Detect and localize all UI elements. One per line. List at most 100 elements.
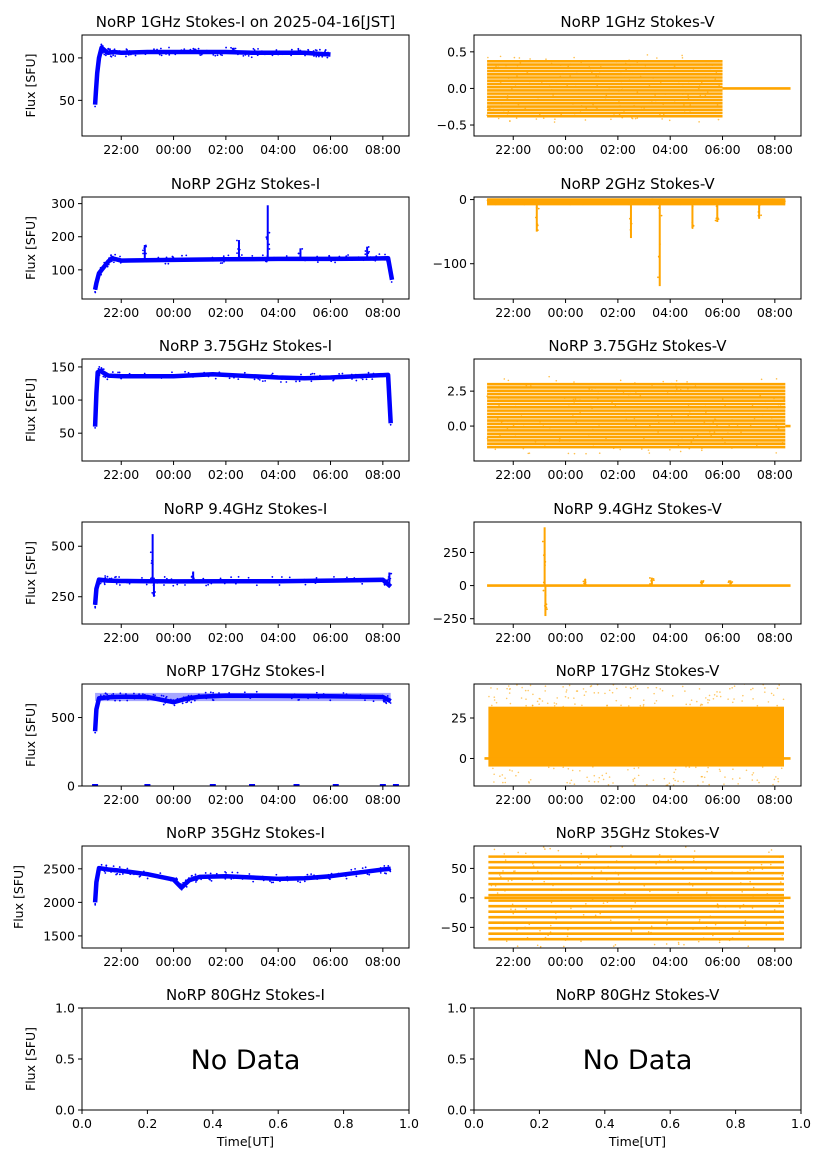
scatter-point [736,425,739,427]
spike-point [367,246,370,248]
scatter-point [752,868,755,871]
scatter-point [668,436,671,438]
scatter-point [655,927,658,930]
jitter-point [304,583,307,586]
scatter-point [747,945,750,947]
plot-area [92,863,392,906]
jitter-point [299,49,302,52]
scatter-point [705,410,708,413]
scatter-point [573,114,576,117]
scatter-point [540,383,543,386]
scatter-point [597,79,599,82]
scatter-point [492,108,495,110]
scatter-point [751,773,754,776]
jitter-point [172,699,175,701]
scatter-point [704,405,707,408]
scatter-point [682,789,684,791]
jitter-point [170,879,172,882]
x-tick-label: 1.0 [399,1116,419,1131]
y-tick-label: 0.5 [447,44,467,59]
jitter-point [330,260,333,263]
scatter-point [511,903,514,906]
spike-point [298,257,301,260]
scatter-point [636,405,638,408]
x-tick-label: 0.4 [595,1116,615,1131]
jitter-point [351,580,354,582]
jitter-point [103,582,106,584]
jitter-point [149,577,152,580]
jitter-point [110,871,112,873]
scatter-point [501,774,504,776]
scatter-point [541,81,543,83]
jitter-point [133,697,136,700]
scatter-point [607,865,609,868]
jitter-point [212,53,215,56]
x-tick-label: 00:00 [156,630,192,645]
scatter-point [712,934,714,937]
jitter-point [313,375,316,378]
scatter-point [542,425,545,427]
scatter-point [550,62,553,65]
scatter-point [705,63,707,65]
spike-point [300,257,303,260]
jitter-point [342,873,345,875]
jitter-point [381,694,384,697]
jitter-point [268,694,271,697]
jitter-point [261,50,263,53]
scatter-point [529,58,531,60]
jitter-point [127,53,130,56]
scatter-point [654,90,656,92]
scatter-point [709,67,711,70]
scatter-point [705,697,707,699]
scatter-point [720,422,722,425]
scatter-point [532,865,535,867]
jitter-point [116,373,119,376]
scatter-point [653,702,656,705]
scatter-point [676,861,678,864]
scatter-point [716,682,718,684]
spike-point [239,256,242,259]
jitter-point [290,697,293,700]
scatter-point [560,889,563,892]
scatter-point [493,202,496,204]
jitter-point [112,694,115,697]
jitter-point [103,371,106,374]
jitter-point [315,55,318,58]
jitter-point [98,372,101,375]
scatter-point [672,777,675,780]
jitter-point [168,46,170,49]
jitter-point [358,580,361,582]
scatter-point [524,107,527,110]
spike-point [236,252,238,255]
scatter-point [528,923,531,926]
scatter-point [638,429,641,432]
scatter-point [609,919,612,922]
scatter-point [742,903,745,906]
scatter-point [771,417,773,419]
jitter-point [386,695,389,697]
spike-point [142,249,144,252]
jitter-point [223,582,226,585]
scatter-point [541,99,544,101]
scatter-point [574,202,576,205]
scatter-point [569,63,571,65]
scatter-point [703,776,706,779]
spike-point [583,582,585,585]
spike-point [238,248,241,251]
y-tick-label: 300 [51,196,75,211]
scatter-point [699,94,702,97]
jitter-point [157,260,160,262]
scatter-point [708,63,711,65]
scatter-point [698,688,701,690]
jitter-point [304,52,307,55]
scatter-point [559,202,561,204]
scatter-point [617,90,620,92]
scatter-point [750,688,752,691]
scatter-point [748,415,750,418]
axes-frame [473,358,802,462]
plot-area [92,366,393,429]
scatter-point [596,788,598,790]
scatter-point [731,778,734,780]
scatter-point [639,704,642,707]
jitter-point [208,878,211,880]
